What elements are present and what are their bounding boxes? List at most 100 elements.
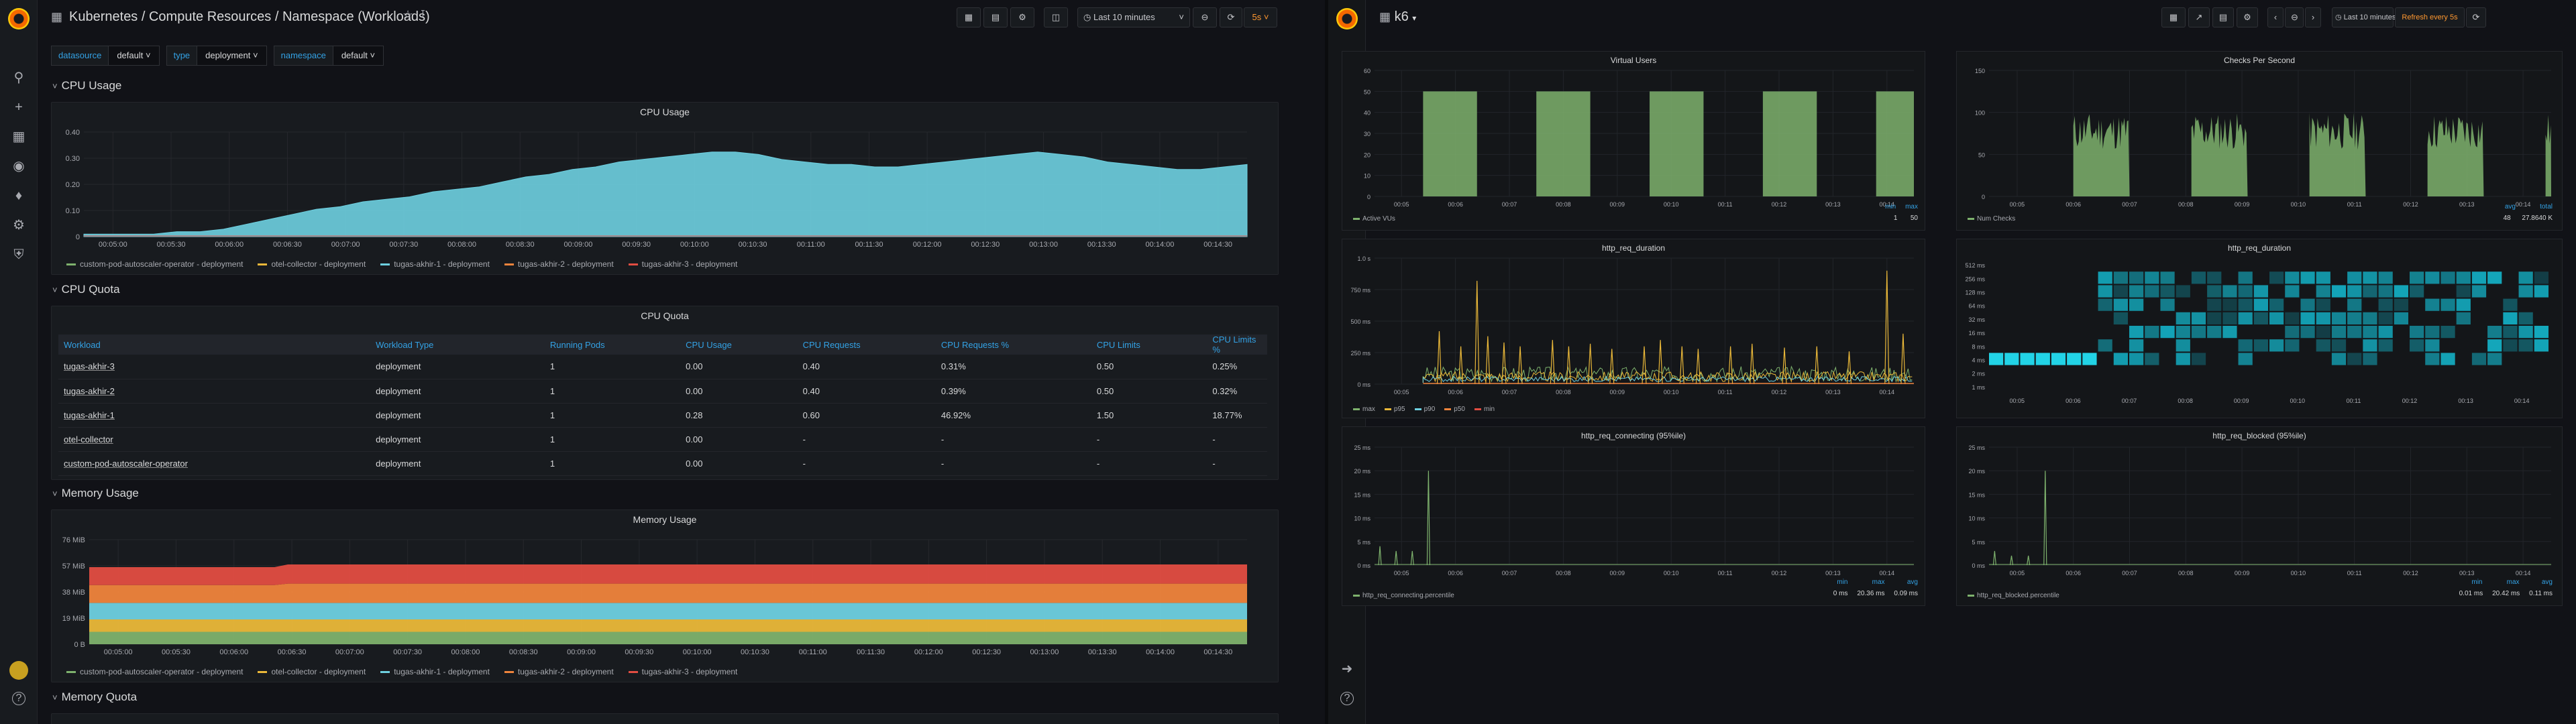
tv-mode-button[interactable]: ◫	[1044, 7, 1068, 27]
legend-item[interactable]: p90	[1414, 406, 1435, 413]
row-cpu-quota[interactable]: ˅ CPU Quota	[52, 283, 120, 296]
dashboard-picker[interactable]: ▦ k6 ▾	[1379, 9, 1417, 24]
column-header[interactable]: Running Pods	[544, 335, 681, 355]
workload-link[interactable]: tugas-akhir-3	[58, 355, 371, 379]
time-picker[interactable]: ◷ Last 10 minutes	[2332, 7, 2396, 27]
cpu-usage-panel[interactable]: CPU Usage 0 0.10 0.20 0.30 0.40 00:05:00 00:05…	[51, 102, 1279, 275]
help-icon[interactable]: ?	[12, 692, 25, 705]
x-tick-label: 00:07	[2122, 570, 2137, 577]
legend-item[interactable]: otel-collector - deployment	[258, 259, 366, 269]
scrollbar[interactable]	[1284, 40, 1289, 717]
row-memory-usage[interactable]: ˅ Memory Usage	[52, 487, 139, 499]
star-icon[interactable]: ☆	[402, 8, 414, 21]
column-header[interactable]: Workload	[58, 335, 371, 355]
x-tick-label: 00:14:00	[1146, 648, 1175, 656]
variable-select-namespace[interactable]: default ˅	[332, 46, 384, 66]
row-cpu-usage[interactable]: ˅ CPU Usage	[52, 79, 122, 92]
legend-item[interactable]: p95	[1384, 406, 1405, 413]
duration-spike	[1782, 347, 1787, 385]
avatar[interactable]	[9, 661, 28, 680]
legend-swatch	[380, 263, 390, 265]
search-icon[interactable]: ⚲	[13, 70, 24, 85]
legend-item[interactable]: max	[1353, 406, 1375, 413]
heatmap-cell	[2316, 326, 2330, 339]
settings-button[interactable]: ⚙	[2237, 7, 2258, 27]
http-req-duration-graph-panel[interactable]: http_req_duration 0 ms 250 ms 500 ms 750 ms…	[1342, 239, 1925, 418]
row-memory-quota[interactable]: ˅ Memory Quota	[52, 690, 138, 703]
add-panel-button[interactable]: ▦	[957, 7, 981, 27]
duration-spike	[1458, 346, 1464, 385]
workload-link[interactable]: tugas-akhir-2	[58, 379, 371, 404]
dashboards-icon[interactable]: ▦	[12, 129, 25, 144]
legend-item[interactable]: tugas-akhir-3 - deployment	[628, 667, 737, 676]
http-req-blocked-chart: 0 ms 5 ms 10 ms 15 ms 20 ms 25 ms 00:05 00:06 00…	[1968, 444, 2551, 577]
heatmap-cell	[2098, 298, 2112, 311]
grafana-logo-icon[interactable]	[8, 8, 30, 29]
breadcrumb[interactable]: ▦ Kubernetes / Compute Resources / Namesp…	[51, 9, 430, 24]
http-req-blocked-panel[interactable]: http_req_blocked (95%ile) 0 ms 5 ms 10 ms 1…	[1956, 426, 2563, 606]
legend-item[interactable]: min	[1474, 406, 1495, 413]
virtual-users-panel[interactable]: Virtual Users 0 10 20 30 40 50 60 00:05 00:06 00:…	[1342, 51, 1925, 231]
workload-link[interactable]: tugas-akhir-1	[58, 403, 371, 428]
panel-title: CPU Usage	[640, 107, 690, 117]
grafana-logo-icon[interactable]	[1336, 8, 1358, 29]
zoom-out-button[interactable]: ⊖	[1193, 7, 1217, 27]
gear-icon: ⚙	[2243, 12, 2251, 22]
workload-link[interactable]: otel-collector	[58, 427, 371, 452]
time-back-button[interactable]: ‹	[2267, 7, 2284, 27]
table-cell: 0.31%	[935, 355, 1091, 379]
x-tick-label: 00:09	[1610, 570, 1625, 577]
legend-item[interactable]: tugas-akhir-2 - deployment	[504, 667, 614, 676]
time-forward-button[interactable]: ›	[2305, 7, 2321, 27]
memory-usage-panel[interactable]: Memory Usage 0 B 19 MiB 38 MiB 57 MiB 76 MiB…	[51, 509, 1279, 682]
save-dashboard-button[interactable]: ▤	[2212, 7, 2234, 27]
heatmap-cell	[2207, 298, 2222, 311]
heatmap-cell	[1989, 353, 2004, 365]
variable-select-type[interactable]: deployment ˅	[197, 46, 267, 66]
time-picker[interactable]: ◷ Last 10 minutes ˅	[1077, 7, 1190, 27]
plus-icon[interactable]: +	[15, 100, 23, 115]
legend-item[interactable]: custom-pod-autoscaler-operator - deploym…	[66, 667, 243, 676]
memory-quota-panel[interactable]	[51, 713, 1279, 724]
legend-item[interactable]: p50	[1444, 406, 1465, 413]
save-dashboard-button[interactable]: ▤	[983, 7, 1008, 27]
refresh-button[interactable]: ⟳	[2466, 7, 2486, 27]
cpu-quota-panel[interactable]: CPU Quota Workload Workload Type Running P…	[51, 306, 1279, 480]
column-header[interactable]: CPU Usage	[680, 335, 798, 355]
legend-item[interactable]: tugas-akhir-2 - deployment	[504, 259, 614, 269]
legend-label: otel-collector - deployment	[271, 259, 366, 269]
alerting-bell-icon[interactable]: ♦	[15, 188, 23, 203]
column-header[interactable]: CPU Requests	[797, 335, 936, 355]
chevron-down-icon: ˅	[52, 692, 58, 703]
refresh-button[interactable]: ⟳	[1220, 7, 1242, 27]
legend-item[interactable]: otel-collector - deployment	[258, 667, 366, 676]
sign-in-icon[interactable]: ➜	[1341, 662, 1353, 676]
share-button[interactable]: ↗	[2188, 7, 2210, 27]
column-header[interactable]: CPU Limits	[1091, 335, 1208, 355]
help-icon[interactable]: ?	[1340, 692, 1354, 705]
http-req-duration-heatmap-panel[interactable]: http_req_duration 512 ms 256 ms 128 ms 64 m…	[1956, 239, 2563, 418]
legend-item[interactable]: tugas-akhir-1 - deployment	[380, 667, 490, 676]
heatmap-cell	[2176, 353, 2190, 365]
column-header[interactable]: Workload Type	[370, 335, 545, 355]
legend-item[interactable]: tugas-akhir-3 - deployment	[628, 259, 737, 269]
refresh-interval-picker[interactable]: 5s ˅	[1244, 7, 1277, 27]
column-header[interactable]: CPU Requests %	[935, 335, 1091, 355]
zoom-out-button[interactable]: ⊖	[2285, 7, 2304, 27]
shield-icon[interactable]: ⛨	[13, 247, 24, 262]
heatmap-cell	[2269, 298, 2284, 311]
area-block	[1423, 91, 1477, 196]
legend-item[interactable]: tugas-akhir-1 - deployment	[380, 259, 490, 269]
checks-per-second-panel[interactable]: Checks Per Second 0 50 100 150 00:05 00:06 00:…	[1956, 51, 2563, 231]
http-req-connecting-panel[interactable]: http_req_connecting (95%ile) 0 ms 5 ms 10 …	[1342, 426, 1925, 606]
share-icon[interactable]: ⊺	[420, 8, 426, 21]
explore-icon[interactable]: ◉	[13, 159, 25, 174]
refresh-interval-picker[interactable]: Refresh every 5s	[2395, 7, 2465, 27]
workload-link[interactable]: custom-pod-autoscaler-operator	[58, 451, 371, 476]
column-header[interactable]: CPU Limits %	[1207, 335, 1267, 355]
settings-button[interactable]: ⚙	[1010, 7, 1034, 27]
legend-item[interactable]: custom-pod-autoscaler-operator - deploym…	[66, 259, 243, 269]
variable-select-datasource[interactable]: default ˅	[108, 46, 160, 66]
add-panel-button[interactable]: ▦	[2161, 7, 2186, 27]
gear-icon[interactable]: ⚙	[13, 218, 25, 233]
